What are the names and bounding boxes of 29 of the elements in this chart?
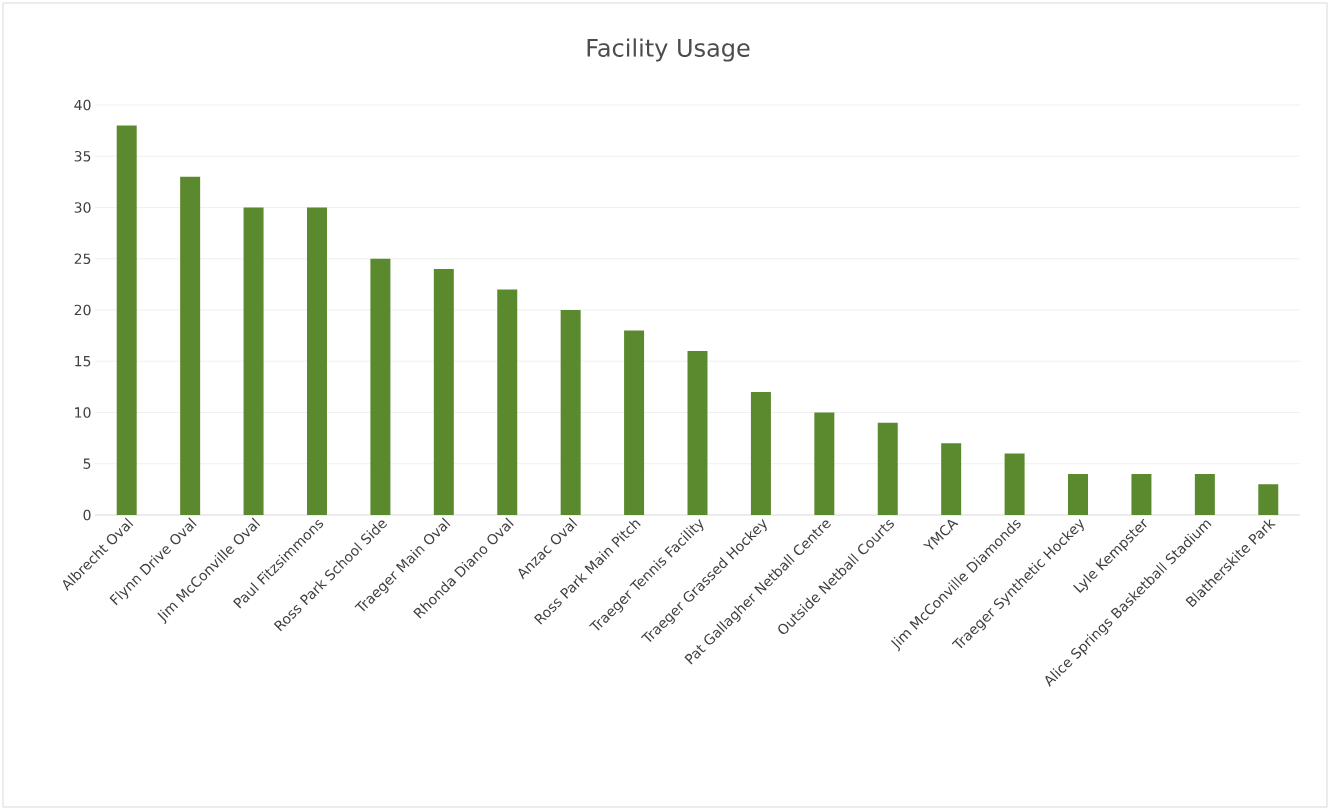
y-tick-label: 30 — [74, 202, 91, 213]
bar — [1004, 453, 1025, 515]
y-tick-label: 0 — [83, 509, 91, 521]
bar — [877, 422, 898, 515]
y-tick-label: 20 — [74, 304, 91, 316]
bar — [306, 207, 327, 515]
bar — [497, 289, 518, 515]
bar — [1131, 473, 1152, 515]
y-tick-label: 35 — [74, 150, 91, 162]
bar — [941, 443, 962, 515]
bar — [116, 125, 137, 515]
bar — [243, 207, 264, 515]
bar — [1258, 484, 1279, 515]
bar — [433, 268, 454, 515]
bar — [750, 391, 771, 515]
bar — [814, 412, 835, 515]
y-tick-label: 25 — [74, 253, 91, 265]
bar — [1194, 473, 1215, 515]
y-tick-label: 10 — [75, 407, 91, 418]
bar — [1068, 473, 1089, 515]
y-tick-label: 40 — [74, 99, 91, 111]
y-tick-label: 5 — [83, 458, 91, 469]
bar — [687, 350, 708, 515]
bar — [624, 330, 645, 515]
bar — [370, 258, 391, 515]
chart-title: Facility Usage — [587, 38, 750, 62]
bar — [180, 176, 201, 515]
y-tick-label: 15 — [75, 356, 91, 367]
bar — [560, 309, 581, 515]
